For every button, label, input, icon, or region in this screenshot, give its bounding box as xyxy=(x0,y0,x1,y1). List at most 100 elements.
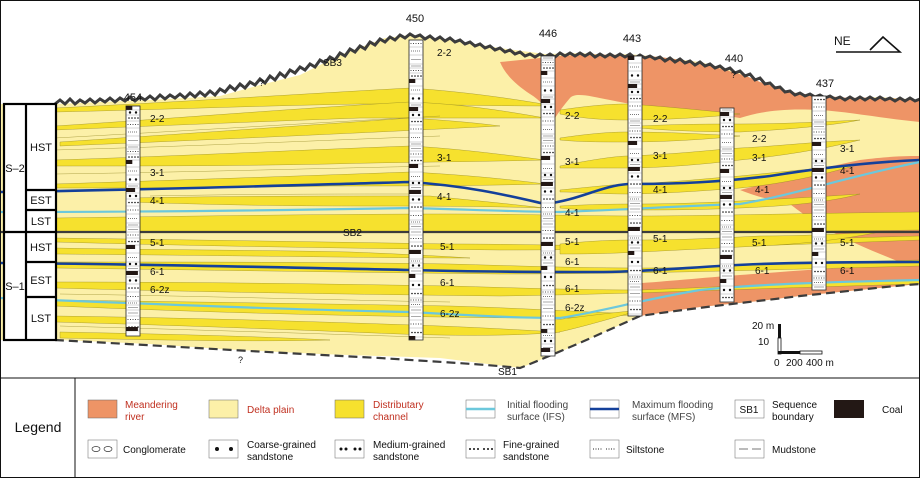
sb3-unconformity xyxy=(54,32,920,107)
systems-tract-column xyxy=(2,102,58,342)
well-label-446: 446 xyxy=(539,28,557,40)
well-label-437: 437 xyxy=(816,78,834,90)
layer-label: 6-1 xyxy=(565,284,580,295)
legend-label-delta: Delta plain xyxy=(247,405,294,416)
legend-sb-box-text: SB1 xyxy=(740,405,759,416)
well-column-437 xyxy=(811,95,827,291)
layer-label: 2-2 xyxy=(150,114,165,125)
layer-label: 6-2z xyxy=(565,303,584,314)
sequence-label-upper: S–2 xyxy=(5,163,25,175)
sequence-label-lower: S–1 xyxy=(5,281,25,293)
meandering-river-swatch xyxy=(87,399,118,419)
tract-est-lower: EST xyxy=(30,275,52,287)
uncertain-mark-upper-right: ? xyxy=(731,70,736,80)
tract-est-upper: EST xyxy=(30,195,52,207)
legend-label-sb: Sequence boundary xyxy=(772,400,817,423)
legend-label-coarse: Coarse-grained sandstone xyxy=(247,440,316,463)
legend-label-ifs: Initial flooding surface (IFS) xyxy=(507,400,568,423)
sb1-label: SB1 xyxy=(498,367,517,378)
well-column-450 xyxy=(408,39,424,341)
ifs-swatch xyxy=(465,399,496,419)
layer-label: 4-1 xyxy=(653,185,668,196)
sb2-label: SB2 xyxy=(343,228,362,239)
uncertain-mark-upper-left: ? xyxy=(259,78,264,88)
scale-horizontal-0: 0 xyxy=(774,358,780,369)
layer-label: 6-1 xyxy=(755,266,770,277)
well-label-450: 450 xyxy=(406,13,424,25)
layer-label: 4-1 xyxy=(755,185,770,196)
delta-plain-swatch xyxy=(208,399,239,419)
layer-label: 5-1 xyxy=(565,237,580,248)
well-columns xyxy=(125,39,827,357)
legend-panel: Legend Meandering river Delta plain Distr… xyxy=(0,377,920,478)
legend-label-mud: Mudstone xyxy=(772,445,816,456)
scale-horizontal-400: 400 m xyxy=(806,358,834,369)
tract-lst-upper: LST xyxy=(31,216,51,228)
layer-label: 5-1 xyxy=(840,238,855,249)
well-label-454: 454 xyxy=(124,92,142,104)
layer-label: 5-1 xyxy=(653,234,668,245)
coarse-sandstone-swatch xyxy=(208,439,239,459)
ifs-line-lower xyxy=(0,278,920,320)
layer-label: 3-1 xyxy=(653,151,668,162)
mfs-swatch xyxy=(589,399,620,419)
well-column-446 xyxy=(540,55,556,357)
layer-label: 2-2 xyxy=(752,134,767,145)
mudstone-swatch xyxy=(734,439,765,459)
layer-label: 4-1 xyxy=(565,208,580,219)
layer-label: 2-2 xyxy=(437,48,452,59)
scale-vertical-mid: 10 xyxy=(758,337,770,348)
layer-label: 6-1 xyxy=(440,278,455,289)
tract-hst-lower: HST xyxy=(30,242,52,254)
layer-label: 6-1 xyxy=(150,267,165,278)
fine-sandstone-swatch xyxy=(465,439,496,459)
layer-label: 6-1 xyxy=(565,257,580,268)
well-column-440 xyxy=(719,107,735,303)
legend-label-mfs: Maximum flooding surface (MFS) xyxy=(632,400,713,423)
sequence-boundary-swatch xyxy=(734,399,765,419)
layer-label: 6-1 xyxy=(653,266,668,277)
well-column-454 xyxy=(125,105,141,337)
layer-label: 3-1 xyxy=(840,144,855,155)
layer-label: 3-1 xyxy=(565,157,580,168)
tract-lst-lower: LST xyxy=(31,313,51,325)
layer-label: 4-1 xyxy=(150,196,165,207)
legend-label-meandering: Meandering river xyxy=(125,400,178,423)
legend-label-fine: Fine-grained sandstone xyxy=(503,440,559,463)
layer-label: 6-2z xyxy=(440,309,459,320)
siltstone-swatch xyxy=(589,439,620,459)
legend-title: Legend xyxy=(15,419,62,435)
layer-label: 3-1 xyxy=(150,168,165,179)
legend-label-silt: Siltstone xyxy=(626,445,665,456)
layer-label: 6-1 xyxy=(840,266,855,277)
conglomerate-swatch xyxy=(87,439,118,459)
well-label-443: 443 xyxy=(623,33,641,45)
sb1-boundary xyxy=(54,282,920,370)
coal-swatch xyxy=(834,400,864,418)
scale-horizontal-200: 200 xyxy=(786,358,803,369)
layer-label: 5-1 xyxy=(440,242,455,253)
layer-label: 5-1 xyxy=(752,238,767,249)
layer-label: 6-2z xyxy=(150,285,169,296)
layer-label: 4-1 xyxy=(840,166,855,177)
distributary-channel-swatch xyxy=(334,399,365,419)
layer-label: 2-2 xyxy=(653,114,668,125)
layer-label: 4-1 xyxy=(437,192,452,203)
uncertain-mark-lower: ? xyxy=(238,355,243,365)
layer-label: 3-1 xyxy=(752,153,767,164)
north-arrow-label: NE xyxy=(834,34,851,48)
layer-label: 3-1 xyxy=(437,153,452,164)
sb3-label: SB3 xyxy=(323,58,342,69)
layer-label: 5-1 xyxy=(150,238,165,249)
well-label-440: 440 xyxy=(725,53,743,65)
scale-bar: 20 m 10 0 200 400 m xyxy=(752,321,834,369)
legend-label-medium: Medium-grained sandstone xyxy=(373,440,445,463)
legend-label-channel: Distributary channel xyxy=(373,400,424,423)
medium-sandstone-swatch xyxy=(334,439,365,459)
north-arrow-icon: NE xyxy=(834,34,903,53)
well-column-443 xyxy=(627,55,643,317)
legend-label-conglomerate: Conglomerate xyxy=(123,445,186,456)
layer-label: 2-2 xyxy=(565,111,580,122)
legend-label-coal: Coal xyxy=(882,405,903,416)
